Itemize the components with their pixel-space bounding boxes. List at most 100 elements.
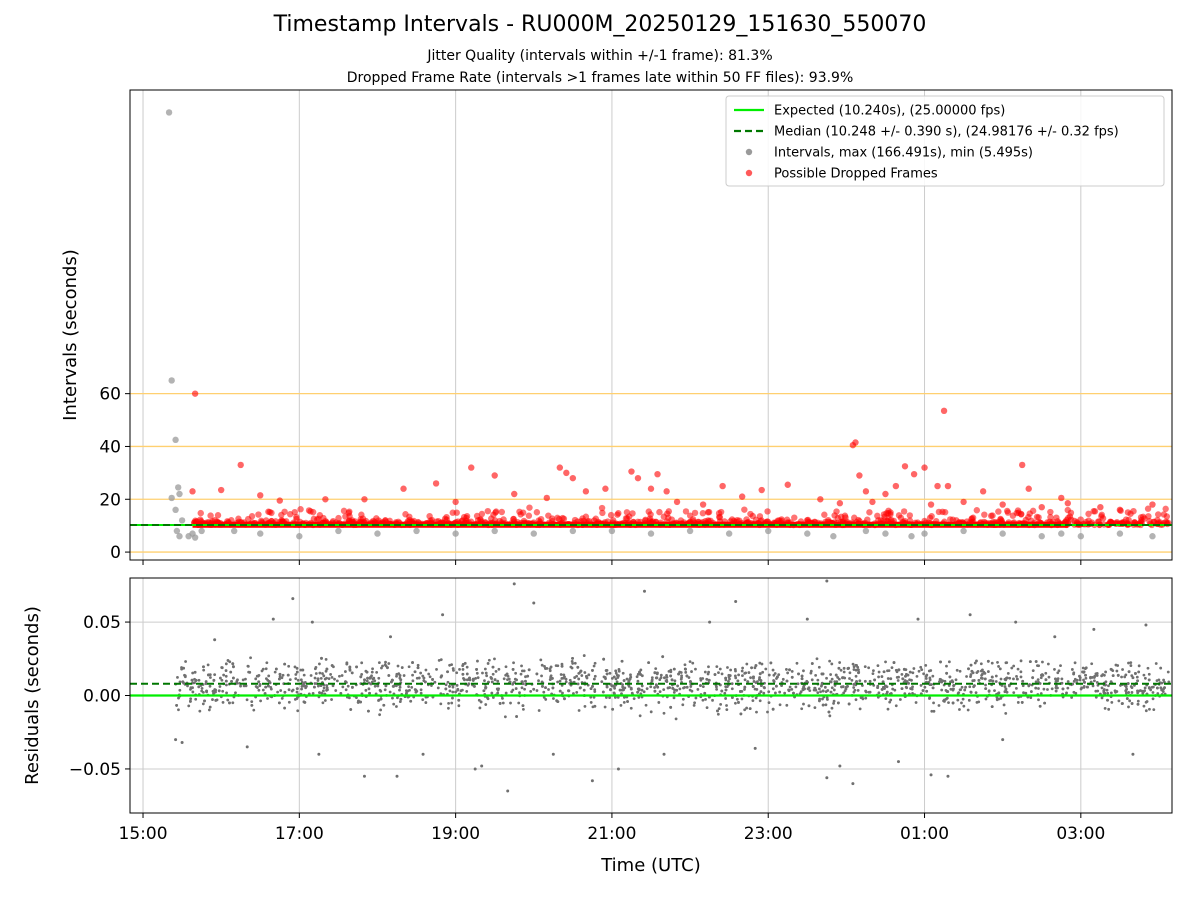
interval-point [413,527,420,535]
residual-point [389,680,393,684]
residual-point [491,672,495,676]
residual-point [884,684,887,688]
residual-point [388,690,392,694]
residual-point [368,691,371,695]
residual-point [715,665,719,669]
residual-point [560,662,564,666]
residual-point [427,672,431,676]
residual-point [741,674,744,678]
residual-point [220,666,224,669]
residual-point [475,668,478,671]
residual-point [901,677,905,681]
residual-point [689,680,692,683]
residual-point [474,677,478,680]
residual-point [694,696,698,700]
residual-point [327,677,331,681]
residual-point [1020,701,1024,704]
residual-point [880,675,884,678]
dropped-frame-point [614,511,621,518]
residual-point [983,677,987,681]
residual-point [537,679,540,683]
residual-point [571,656,574,660]
residual-point [189,697,193,701]
residual-point [888,700,892,704]
residual-point [625,677,629,681]
dropped-frame-point [468,464,475,471]
residual-point [461,663,465,666]
residual-point [1089,675,1092,679]
residual-point [263,692,267,695]
dropped-frame-point [910,470,918,478]
residual-point [241,678,245,682]
residual-point [923,685,927,689]
residual-point [431,678,434,681]
residual-point [730,682,734,686]
residual-point [1092,627,1096,631]
residual-point [325,684,329,687]
dropped-frame-point [665,508,673,515]
residual-point [483,667,487,671]
residual-point [1073,661,1077,665]
residual-point [617,668,621,671]
dropped-frame-point [197,509,204,517]
residual-point [1002,703,1006,707]
dropped-frame-point [852,439,859,446]
residual-point [579,669,583,673]
dropped-frame-point [960,498,967,506]
residual-point [1066,680,1070,683]
residual-point [975,659,978,663]
residual-point [829,690,833,694]
residual-point [945,696,949,700]
residual-point [785,668,788,671]
residual-point [572,692,575,695]
dropped-frame-point [191,390,199,397]
residual-point [194,678,198,682]
residual-point [876,686,880,689]
residual-point [577,709,581,712]
residual-point [949,687,953,691]
dropped-frame-point [511,490,518,498]
residual-point [186,684,189,688]
residual-point [406,689,409,693]
residual-point [851,782,855,786]
residual-point [838,661,842,664]
residual-point [795,661,799,665]
residual-point [178,680,182,684]
residual-point [218,676,222,680]
residual-point [887,669,891,673]
interval-point [452,530,459,537]
residual-point [1107,684,1110,688]
residual-point [1137,689,1141,693]
interval-point [191,534,199,541]
residual-point [785,703,789,707]
residual-point [690,689,694,693]
residual-point [457,704,461,708]
residual-point [707,678,711,682]
dropped-frame-point [556,464,564,471]
residual-point [1154,662,1158,665]
residual-point [828,714,832,718]
dropped-frame-point [1035,514,1042,521]
dropped-frame-point [717,508,725,516]
dropped-frame-point [582,488,590,495]
residual-point [450,701,454,705]
residual-point [1078,678,1082,682]
residual-point [504,665,508,669]
residual-point [1070,696,1074,699]
residual-point [792,691,795,695]
residual-point [222,673,226,677]
residual-point [604,696,608,699]
residual-point [968,613,972,617]
residual-point [1060,677,1064,681]
residual-point [707,665,710,669]
residual-point [717,707,721,711]
dropped-frame-point [1082,518,1090,526]
residual-point [281,673,285,677]
residual-point [718,667,722,671]
residual-point [659,673,663,677]
residual-point [387,674,391,677]
residual-point [877,675,880,679]
residual-point [593,674,597,678]
residual-point [539,658,543,662]
residual-point [759,690,763,694]
